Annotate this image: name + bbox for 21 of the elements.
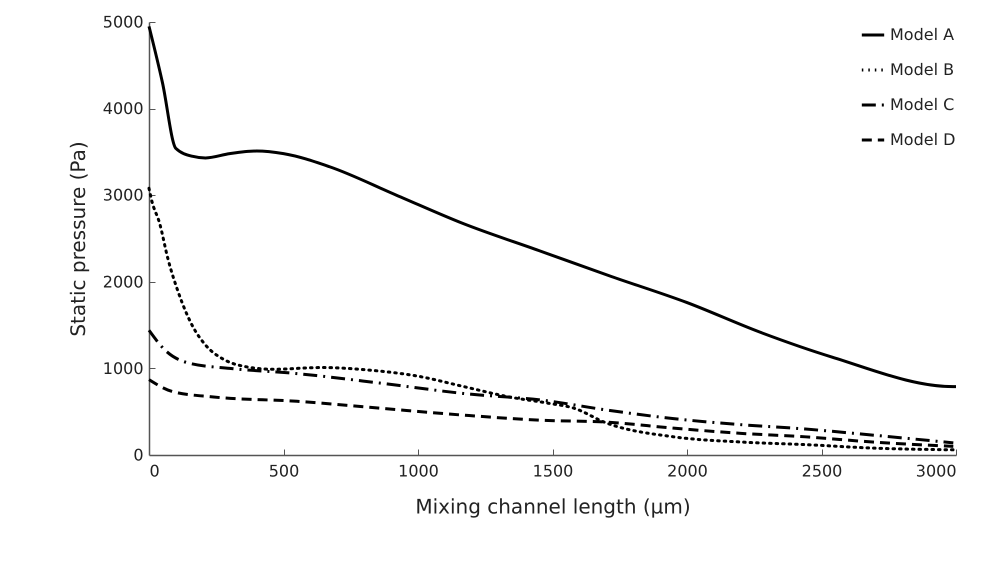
line-series bbox=[148, 24, 958, 388]
x-tick-label: 2500 bbox=[802, 462, 842, 480]
y-axis-title: Static pressure (Pa) bbox=[66, 141, 90, 337]
legend-label: Model C bbox=[890, 95, 954, 114]
legend-label: Model A bbox=[890, 25, 954, 44]
line-series bbox=[148, 186, 955, 452]
x-axis-title: Mixing channel length (μm) bbox=[415, 494, 691, 518]
x-tick-label: 3000 bbox=[916, 462, 956, 480]
y-tick-label: 3000 bbox=[102, 186, 144, 205]
y-tick-label: 5000 bbox=[102, 12, 144, 32]
x-tick-label: 2000 bbox=[667, 462, 708, 480]
x-tick-label: 1000 bbox=[398, 462, 439, 480]
x-tick-label: 1500 bbox=[532, 462, 574, 480]
legend-label: Model D bbox=[890, 130, 956, 149]
y-tick-label: 0 bbox=[133, 446, 144, 464]
y-tick-label: 2000 bbox=[102, 272, 144, 292]
y-tick-label: 4000 bbox=[102, 99, 144, 118]
x-tick-label: 500 bbox=[268, 462, 300, 480]
x-tick-label: 0 bbox=[150, 462, 160, 480]
legend-label: Model B bbox=[890, 60, 954, 79]
y-tick-label: 1000 bbox=[102, 358, 144, 378]
